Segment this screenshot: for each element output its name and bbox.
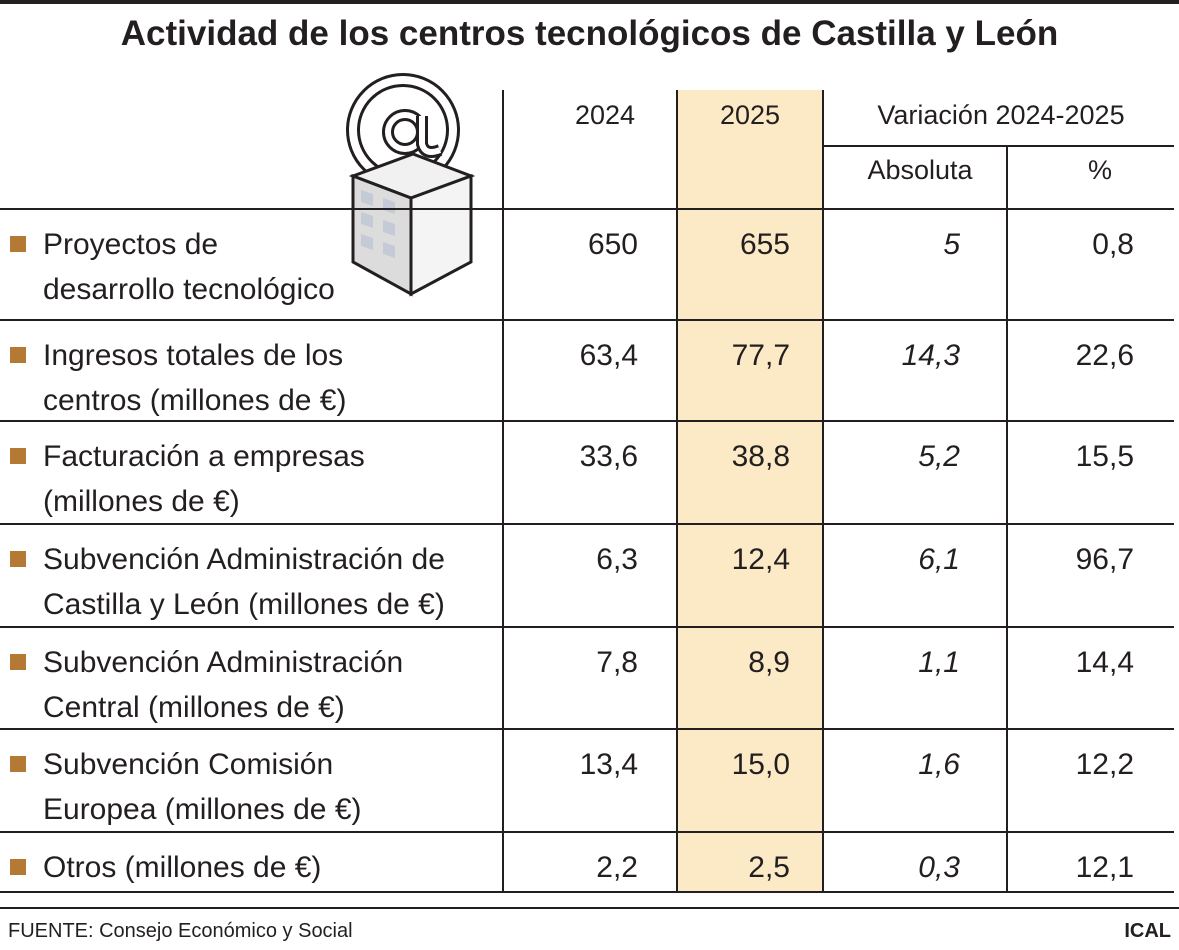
row-rule — [0, 319, 1174, 321]
cell-2024: 33,6 — [579, 440, 638, 473]
row-label-line: Europea (millones de €) — [43, 793, 362, 826]
cell-percent: 96,7 — [1075, 543, 1134, 576]
highlight-column-2025 — [676, 90, 824, 892]
row-label-line: (millones de €) — [43, 485, 240, 518]
cell-percent: 12,2 — [1075, 748, 1134, 781]
cell-2025: 655 — [739, 228, 790, 261]
credit: ICAL — [1124, 920, 1171, 942]
row-label-line: Castilla y León (millones de €) — [43, 588, 445, 621]
row-label-line: Facturación a empresas — [43, 440, 365, 473]
row-rule — [0, 523, 1174, 525]
row-label-line: Proyectos de — [43, 228, 219, 261]
row-label-line: Central (millones de €) — [43, 691, 345, 724]
page-title: Actividad de los centros tecnológicos de… — [120, 14, 1059, 53]
building-with-at-sign-icon — [346, 73, 476, 297]
header-variation: Variación 2024-2025 — [877, 100, 1125, 130]
cell-percent: 14,4 — [1075, 646, 1134, 679]
header-absolute: Absoluta — [867, 155, 973, 185]
cell-2025: 12,4 — [731, 543, 790, 576]
cell-absolute: 14,3 — [901, 339, 960, 372]
row-bullet — [10, 551, 26, 567]
row-label: Subvención Administración de Castilla y L… — [10, 537, 500, 629]
header-percent: % — [1087, 155, 1112, 185]
cell-2025: 2,5 — [748, 851, 790, 884]
row-label-text: Ingresos totales de los centros (millones… — [43, 333, 503, 423]
cell-2024: 650 — [587, 228, 638, 261]
row-label: Ingresos totales de los centros (millones… — [10, 333, 500, 425]
cell-2024: 7,8 — [596, 646, 638, 679]
row-label: Proyectos de desarrollo tecnológico — [10, 222, 500, 314]
row-label-text: Otros (millones de €) — [43, 845, 503, 890]
row-bullet — [10, 654, 26, 670]
column-divider — [1006, 146, 1008, 892]
row-label: Subvención Administración Central (millon… — [10, 640, 500, 732]
row-label-text: Subvención Administración Central (millon… — [43, 640, 503, 730]
header-subrule — [824, 145, 1174, 147]
row-rule — [0, 420, 1174, 422]
row-label-line: centros (millones de €) — [43, 384, 347, 417]
cell-2025: 8,9 — [748, 646, 790, 679]
cell-percent: 22,6 — [1075, 339, 1134, 372]
row-label-text: Subvención Comisión Europea (millones de … — [43, 742, 503, 832]
column-divider — [502, 90, 504, 892]
header-2024: 2024 — [574, 100, 636, 130]
row-label-line: Subvención Administración — [43, 646, 404, 679]
row-label-line: desarrollo tecnológico — [43, 273, 335, 306]
row-bullet — [10, 756, 26, 772]
row-label-line: Ingresos totales de los — [43, 339, 344, 372]
cell-2025: 77,7 — [731, 339, 790, 372]
bottom-rule — [0, 907, 1179, 909]
row-label-line: Otros (millones de €) — [43, 851, 322, 884]
top-rule — [0, 0, 1179, 4]
cell-2024: 13,4 — [579, 748, 638, 781]
cell-absolute: 6,1 — [918, 543, 960, 576]
row-label-text: Proyectos de desarrollo tecnológico — [43, 222, 503, 312]
row-label-line: Subvención Comisión — [43, 748, 334, 781]
row-label: Subvención Comisión Europea (millones de … — [10, 742, 500, 834]
cell-2024: 2,2 — [596, 851, 638, 884]
row-bullet — [10, 236, 26, 252]
header-2025: 2025 — [719, 100, 781, 130]
row-label: Facturación a empresas (millones de €) — [10, 434, 500, 526]
row-rule — [0, 891, 1174, 893]
cell-2025: 38,8 — [731, 440, 790, 473]
row-rule — [0, 626, 1174, 628]
cell-absolute: 5 — [943, 228, 960, 261]
cell-percent: 12,1 — [1075, 851, 1134, 884]
cell-absolute: 1,6 — [918, 748, 960, 781]
row-bullet — [10, 859, 26, 875]
row-bullet — [10, 448, 26, 464]
row-label-text: Subvención Administración de Castilla y L… — [43, 537, 503, 627]
row-label-text: Facturación a empresas (millones de €) — [43, 434, 503, 524]
cell-2024: 6,3 — [596, 543, 638, 576]
row-label-line: Subvención Administración de — [43, 543, 445, 576]
cell-absolute: 1,1 — [918, 646, 960, 679]
row-rule — [0, 728, 1174, 730]
cell-percent: 15,5 — [1075, 440, 1134, 473]
cell-absolute: 5,2 — [918, 440, 960, 473]
source-note: FUENTE: Consejo Económico y Social — [8, 920, 353, 942]
cell-absolute: 0,3 — [918, 851, 960, 884]
cell-2024: 63,4 — [579, 339, 638, 372]
row-label: Otros (millones de €) — [10, 845, 500, 937]
row-bullet — [10, 347, 26, 363]
cell-percent: 0,8 — [1092, 228, 1134, 261]
row-rule — [0, 831, 1174, 833]
header-rule — [0, 208, 1174, 210]
cell-2025: 15,0 — [731, 748, 790, 781]
